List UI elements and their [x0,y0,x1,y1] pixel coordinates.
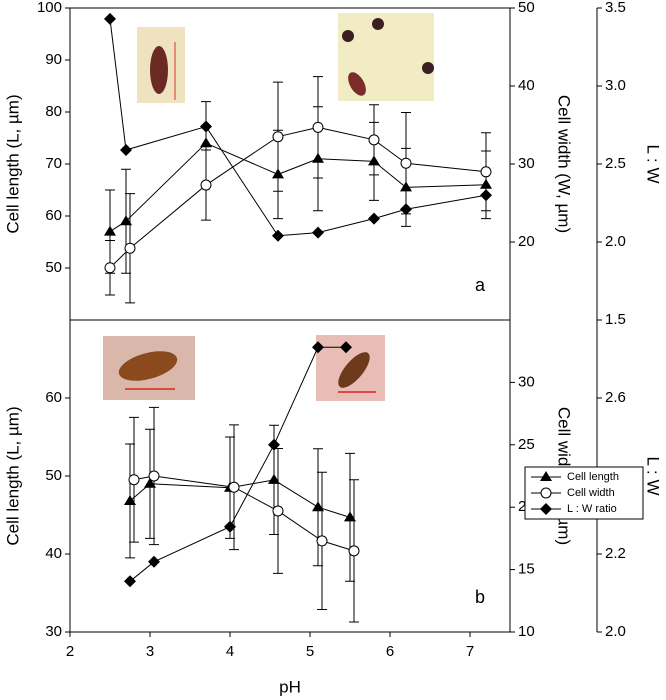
data-point [368,155,380,166]
data-point [272,505,284,517]
series-line [109,142,487,233]
data-point [200,137,212,148]
data-point [200,179,212,191]
data-point [272,131,284,143]
data-point [224,520,236,533]
panel-label: b [475,587,485,607]
legend-marker [540,471,552,481]
x-tick-label: 6 [386,643,394,660]
y-tick-label: 50 [45,259,62,276]
data-point [124,575,136,588]
data-point [400,181,412,192]
data-point [120,143,132,156]
y-axis-title: Cell length (L, µm) [3,94,22,233]
y-tick-label: 30 [45,623,62,640]
data-point [124,494,136,505]
y2-tick-label: 30 [518,373,535,390]
y2-axis-title: Cell width (W, µm) [555,95,574,233]
y2-tick-label: 15 [518,561,535,578]
legend-marker [540,503,552,515]
y3-tick-label: 2.6 [605,389,626,406]
y-tick-label: 70 [45,155,62,172]
series-line [109,126,487,269]
micrograph [137,27,185,103]
y3-tick-label: 3.0 [605,77,626,94]
data-point [268,473,280,484]
legend-marker [540,487,552,499]
data-point [104,225,116,236]
data-point [120,215,132,226]
legend-label: L : W ratio [567,503,617,515]
data-point [340,341,352,354]
x-tick-label: 2 [66,643,74,660]
micrograph [316,335,385,401]
x-tick-label: 4 [226,643,234,660]
data-point [400,203,412,216]
data-point [312,121,324,133]
data-point [348,545,360,557]
y2-tick-label: 25 [518,436,535,453]
data-point [148,470,160,482]
plot-frame [69,7,511,321]
y-tick-label: 60 [45,207,62,224]
y-tick-label: 60 [45,389,62,406]
y2-tick-label: 40 [518,77,535,94]
data-point [312,501,324,512]
data-point [144,477,156,488]
data-point [148,555,160,568]
data-point [128,474,140,486]
micrograph [338,13,434,101]
legend-label: Cell length [567,471,619,483]
y3-tick-label: 3.5 [605,0,626,16]
data-point [104,12,116,25]
y3-tick-label: 1.5 [605,311,626,328]
data-point [480,189,492,202]
y-tick-label: 50 [45,467,62,484]
series-line [129,479,351,518]
data-point [312,341,324,354]
micrograph [103,336,195,400]
y3-axis-title: L : W [644,456,663,495]
data-point [312,226,324,239]
y-tick-label: 80 [45,103,62,120]
panel-label: a [475,275,486,295]
data-point [368,134,380,146]
y2-tick-label: 30 [518,155,535,172]
data-point [480,166,492,178]
data-point [272,168,284,179]
y3-tick-label: 2.2 [605,545,626,562]
y3-axis-title: L : W [644,144,663,183]
x-tick-label: 7 [466,643,474,660]
data-point [312,152,324,163]
y-axis-title: Cell length (L, µm) [3,406,22,545]
data-point [268,438,280,451]
y2-tick-label: 10 [518,623,535,640]
series-line [109,18,487,237]
y3-tick-label: 2.0 [605,623,626,640]
data-point [400,157,412,169]
x-tick-label: 5 [306,643,314,660]
data-point [316,535,328,547]
data-point [124,242,136,254]
x-axis-title: pH [279,677,301,696]
data-point [344,511,356,522]
y-tick-label: 40 [45,545,62,562]
y-tick-label: 90 [45,51,62,68]
y2-tick-label: 20 [518,233,535,250]
data-point [228,481,240,493]
data-point [200,120,212,133]
data-point [480,178,492,189]
y3-tick-label: 2.0 [605,233,626,250]
y-tick-label: 100 [37,0,62,16]
x-tick-label: 3 [146,643,154,660]
legend-label: Cell width [567,487,615,499]
data-point [368,212,380,225]
data-point [104,262,116,274]
y2-tick-label: 50 [518,0,535,16]
y3-tick-label: 2.5 [605,155,626,172]
data-point [272,229,284,242]
